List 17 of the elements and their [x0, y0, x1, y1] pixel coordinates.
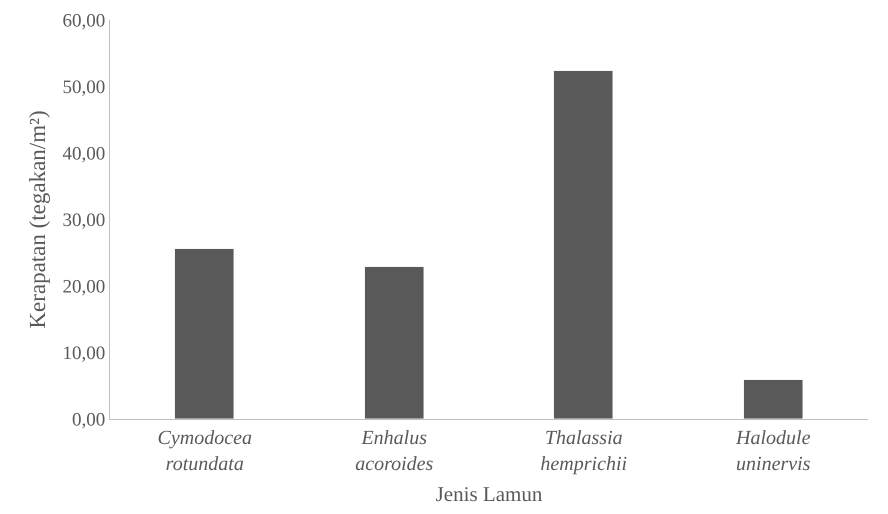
x-axis-title: Jenis Lamun [436, 482, 543, 506]
x-tick-label: Thalassia hemprichii [540, 427, 628, 475]
x-tick-label: Enhalus acoroides [355, 427, 434, 475]
x-tick-label: Cymodocea rotundata [158, 427, 252, 475]
y-tick-label: 50,00 [62, 77, 106, 98]
y-axis-title: Kerapatan (tegakan/m²) [24, 110, 50, 329]
y-tick-label: 0,00 [72, 410, 106, 431]
y-tick-label: 60,00 [62, 10, 106, 32]
y-tick-label: 40,00 [62, 144, 106, 165]
y-tick-label: 20,00 [62, 276, 106, 298]
bar [554, 70, 613, 419]
bar [364, 266, 424, 419]
x-tick-label: Halodule uninervis [735, 427, 811, 475]
y-tick-label: 30,00 [62, 210, 106, 232]
y-tick-label: 10,00 [62, 343, 106, 364]
bar [174, 248, 234, 419]
bar [744, 380, 803, 419]
